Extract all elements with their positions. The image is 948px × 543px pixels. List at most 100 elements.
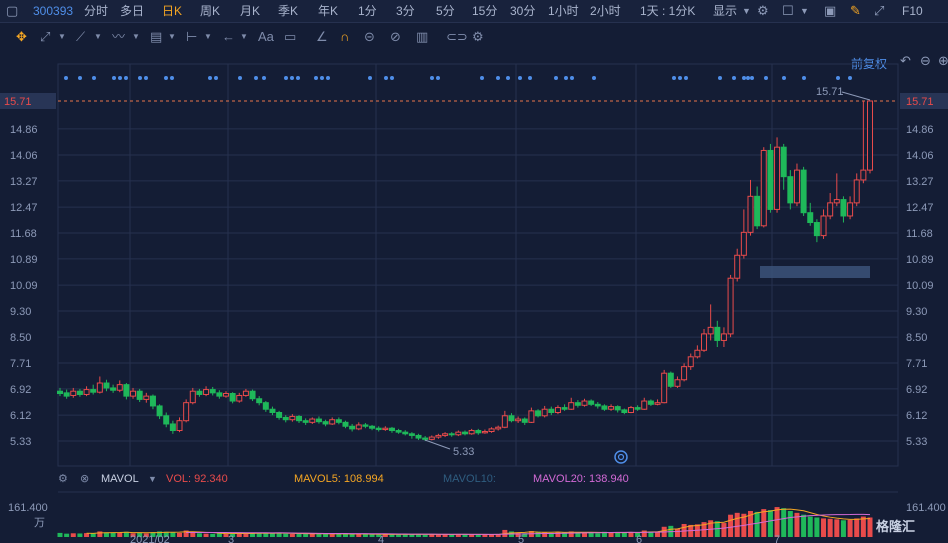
candle-body[interactable]	[415, 434, 422, 439]
event-marker[interactable]	[506, 76, 510, 80]
event-marker[interactable]	[214, 76, 218, 80]
candle-body[interactable]	[568, 402, 575, 410]
candle-body[interactable]	[601, 405, 608, 410]
candle-body[interactable]	[163, 415, 170, 425]
event-marker[interactable]	[170, 76, 174, 80]
lock-icon[interactable]: ⊝	[364, 29, 375, 44]
candle-body[interactable]	[156, 405, 163, 417]
candle-body[interactable]	[720, 333, 727, 341]
event-marker[interactable]	[570, 76, 574, 80]
candle-body[interactable]	[382, 427, 389, 431]
event-marker[interactable]	[564, 76, 568, 80]
candle-body[interactable]	[588, 400, 595, 405]
event-marker[interactable]	[592, 76, 596, 80]
candle-body[interactable]	[362, 424, 369, 427]
event-marker[interactable]	[430, 76, 434, 80]
zoom-in-icon[interactable]: ⊕	[938, 53, 948, 68]
candle-body[interactable]	[169, 423, 176, 432]
event-marker[interactable]	[92, 76, 96, 80]
candle-body[interactable]	[687, 356, 694, 368]
candle-body[interactable]	[123, 384, 130, 397]
candle-body[interactable]	[375, 427, 382, 431]
line-tool-icon[interactable]: ⤢	[40, 29, 51, 44]
event-marker[interactable]	[836, 76, 840, 80]
zoom-out-icon[interactable]: ⊖	[920, 53, 931, 68]
event-marker[interactable]	[254, 76, 258, 80]
candle-body[interactable]	[103, 382, 110, 389]
candle-body[interactable]	[448, 433, 455, 436]
chevron-down-icon[interactable]: ▼	[204, 32, 212, 41]
candle-body[interactable]	[256, 398, 263, 404]
event-marker[interactable]	[164, 76, 168, 80]
candle-body[interactable]	[90, 389, 97, 393]
event-marker[interactable]	[436, 76, 440, 80]
text-tool-icon[interactable]: Aa	[258, 29, 274, 44]
candle-body[interactable]	[734, 254, 741, 279]
trash-icon[interactable]: ▥	[416, 29, 429, 44]
event-marker[interactable]	[390, 76, 394, 80]
ruler-icon[interactable]: ∠	[316, 29, 328, 44]
candle-body[interactable]	[296, 415, 303, 422]
event-marker[interactable]	[848, 76, 852, 80]
candle-body[interactable]	[315, 418, 322, 423]
candle-body[interactable]	[594, 403, 601, 407]
comment-icon[interactable]: ▭	[284, 29, 297, 44]
candle-body[interactable]	[262, 402, 269, 410]
fibonacci-icon[interactable]: ▤	[150, 29, 163, 44]
candle-body[interactable]	[402, 431, 409, 435]
candle-body[interactable]	[701, 333, 708, 351]
chevron-down-icon[interactable]: ▼	[800, 6, 809, 16]
candle-body[interactable]	[342, 421, 349, 427]
period-tab-10[interactable]: 15分	[472, 4, 498, 18]
ray-tool-icon[interactable]: ⟋	[76, 29, 86, 44]
period-tab-13[interactable]: 2小时	[590, 4, 621, 18]
candle-body[interactable]	[143, 395, 150, 400]
candle-body[interactable]	[508, 415, 515, 422]
candle-body[interactable]	[740, 231, 747, 256]
chevron-down-icon[interactable]: ▼	[240, 32, 248, 41]
candle-body[interactable]	[627, 407, 634, 414]
chevron-down-icon[interactable]: ▼	[58, 32, 66, 41]
hide-icon[interactable]: ⊘	[390, 29, 401, 44]
event-marker[interactable]	[78, 76, 82, 80]
event-marker[interactable]	[746, 76, 750, 80]
event-marker[interactable]	[208, 76, 212, 80]
candle-body[interactable]	[554, 407, 561, 414]
event-marker[interactable]	[718, 76, 722, 80]
candle-body[interactable]	[820, 215, 827, 237]
event-marker[interactable]	[290, 76, 294, 80]
candle-body[interactable]	[149, 395, 156, 407]
period-tab-9[interactable]: 5分	[436, 4, 455, 18]
candle-body[interactable]	[641, 400, 648, 410]
candle-body[interactable]	[621, 409, 628, 414]
period-tab-4[interactable]: 月K	[240, 4, 261, 18]
event-marker[interactable]	[678, 76, 682, 80]
event-marker[interactable]	[384, 76, 388, 80]
candle-body[interactable]	[349, 425, 356, 430]
event-marker[interactable]	[742, 76, 746, 80]
candle-body[interactable]	[435, 434, 442, 438]
sidebar-toggle-icon[interactable]: ▢	[6, 3, 19, 18]
event-marker[interactable]	[554, 76, 558, 80]
candle-body[interactable]	[335, 419, 342, 423]
candle-body[interactable]	[408, 433, 415, 436]
candle-body[interactable]	[521, 418, 528, 423]
candle-body[interactable]	[57, 390, 63, 395]
event-marker[interactable]	[528, 76, 532, 80]
candle-body[interactable]	[229, 393, 236, 402]
period-tab-3[interactable]: 周K	[200, 4, 221, 18]
candle-body[interactable]	[209, 389, 216, 394]
period-tab-12[interactable]: 1小时	[548, 4, 579, 18]
target-icon[interactable]	[614, 450, 628, 464]
candle-body[interactable]	[309, 418, 316, 423]
checkbox-icon[interactable]: ☐	[782, 3, 794, 18]
candle-body[interactable]	[574, 402, 581, 406]
candle-body[interactable]	[488, 428, 495, 433]
event-marker[interactable]	[284, 76, 288, 80]
candle-body[interactable]	[83, 389, 90, 395]
candle-body[interactable]	[807, 212, 814, 224]
candle-body[interactable]	[455, 431, 462, 436]
candle-body[interactable]	[714, 326, 721, 341]
candle-body[interactable]	[322, 421, 329, 425]
event-marker[interactable]	[112, 76, 116, 80]
